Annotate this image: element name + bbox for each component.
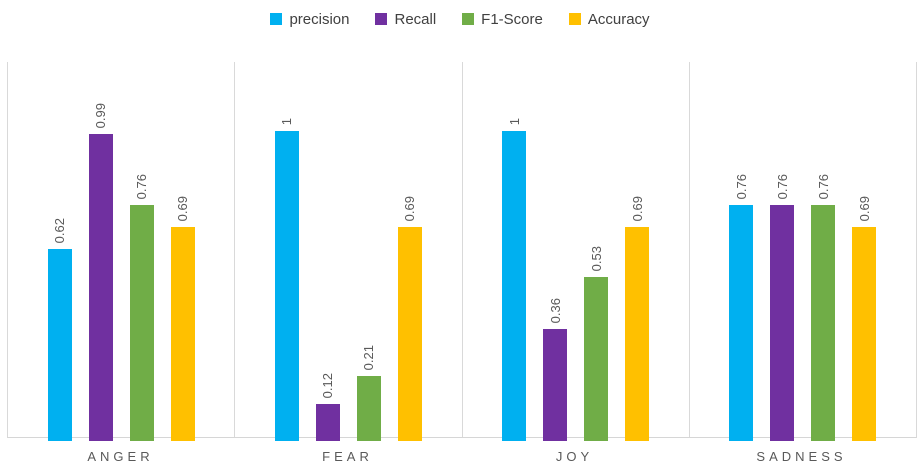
- bar-value-label: 0.69: [175, 195, 191, 221]
- bar-value-label: 0.76: [134, 173, 150, 199]
- bar-precision-sadness: [729, 205, 754, 441]
- bar-accuracy-anger: [170, 227, 195, 441]
- bar-value-label: 1: [279, 117, 295, 125]
- legend-item-recall: Recall: [375, 12, 436, 27]
- bar-group-item: 0.69: [170, 195, 195, 441]
- category-panel-joy: 1 0.36 0.53 0.69: [463, 62, 690, 441]
- legend-label: F1-Score: [481, 10, 543, 28]
- bar-value-label: 0.76: [733, 173, 749, 199]
- bar-accuracy-joy: [625, 227, 650, 441]
- category-label-joy: JOY: [555, 449, 594, 464]
- bar-group-item: 0.69: [397, 195, 422, 441]
- bar-accuracy-fear: [397, 227, 422, 441]
- bar-recall-anger: [88, 134, 113, 441]
- bar-group-item: 0.36: [543, 297, 568, 441]
- category-label-anger: ANGER: [87, 449, 154, 464]
- bar-precision-anger: [47, 249, 72, 441]
- bar-precision-joy: [502, 131, 527, 441]
- bar-value-label: 0.36: [547, 297, 563, 323]
- bar-group-item: 0.21: [356, 344, 381, 441]
- category-label-fear: FEAR: [322, 449, 373, 464]
- bar-group-item: 0.53: [584, 245, 609, 441]
- bar-value-label: 1: [506, 117, 522, 125]
- legend-label: precision: [289, 10, 350, 28]
- legend-swatch-icon: [270, 13, 283, 25]
- legend-item-precision: precision: [270, 12, 349, 27]
- bar-recall-sadness: [770, 205, 795, 441]
- bar-recall-fear: [315, 404, 340, 441]
- bar-f1-score-fear: [356, 376, 381, 441]
- bar-group-item: 0.12: [315, 372, 340, 441]
- legend-swatch-icon: [462, 13, 475, 25]
- bar-group-item: 0.76: [129, 173, 154, 441]
- category-panel-anger: 0.62 0.99 0.76 0.69: [8, 62, 236, 441]
- bar-group-item: 0.69: [852, 195, 877, 441]
- bar-f1-score-sadness: [811, 205, 836, 441]
- bar-recall-joy: [543, 329, 568, 441]
- bar-value-label: 0.99: [93, 102, 109, 128]
- legend-label: Recall: [394, 10, 437, 28]
- legend-item-accuracy: Accuracy: [568, 10, 650, 28]
- bar-value-label: 0.69: [856, 195, 872, 221]
- bar-value-label: 0.62: [52, 217, 68, 243]
- bar-value-label: 0.53: [588, 245, 604, 271]
- plot-area: 0.62 0.99 0.76 0.69 1 0.12 0.21 0.69 1 0.36 0.53 0.…: [7, 62, 917, 441]
- category-panel-fear: 1 0.12 0.21 0.69: [235, 62, 463, 441]
- bar-value-label: 0.12: [320, 372, 336, 398]
- category-axis: ANGER FEAR JOY SADNESS: [7, 441, 915, 464]
- bar-value-label: 0.69: [629, 195, 645, 221]
- bar-value-label: 0.69: [402, 195, 418, 221]
- bar-group-item: 0.62: [47, 217, 72, 441]
- legend-label: Accuracy: [587, 10, 650, 28]
- bar-precision-fear: [274, 131, 299, 441]
- bar-value-label: 0.21: [361, 344, 377, 370]
- bar-group-item: 0.76: [811, 173, 836, 441]
- legend-item-f1-score: F1-Score: [462, 12, 543, 27]
- bar-group-item: 0.76: [770, 173, 795, 441]
- legend-swatch-icon: [375, 13, 388, 25]
- bar-value-label: 0.76: [774, 173, 790, 199]
- bar-f1-score-anger: [129, 205, 154, 441]
- legend: precision Recall F1-Score Accuracy: [0, 8, 920, 30]
- bar-value-label: 0.76: [815, 173, 831, 199]
- bar-f1-score-joy: [584, 277, 609, 441]
- bar-group-item: 0.76: [729, 173, 754, 441]
- bar-group-item: 1: [502, 117, 527, 441]
- legend-swatch-icon: [568, 13, 581, 25]
- bar-group-item: 0.69: [625, 195, 650, 441]
- bar-group-item: 0.99: [88, 102, 113, 441]
- category-label-sadness: SADNESS: [756, 449, 847, 464]
- bar-accuracy-sadness: [852, 227, 877, 441]
- bar-group-item: 1: [274, 117, 299, 441]
- category-panel-sadness: 0.76 0.76 0.76 0.69: [690, 62, 916, 441]
